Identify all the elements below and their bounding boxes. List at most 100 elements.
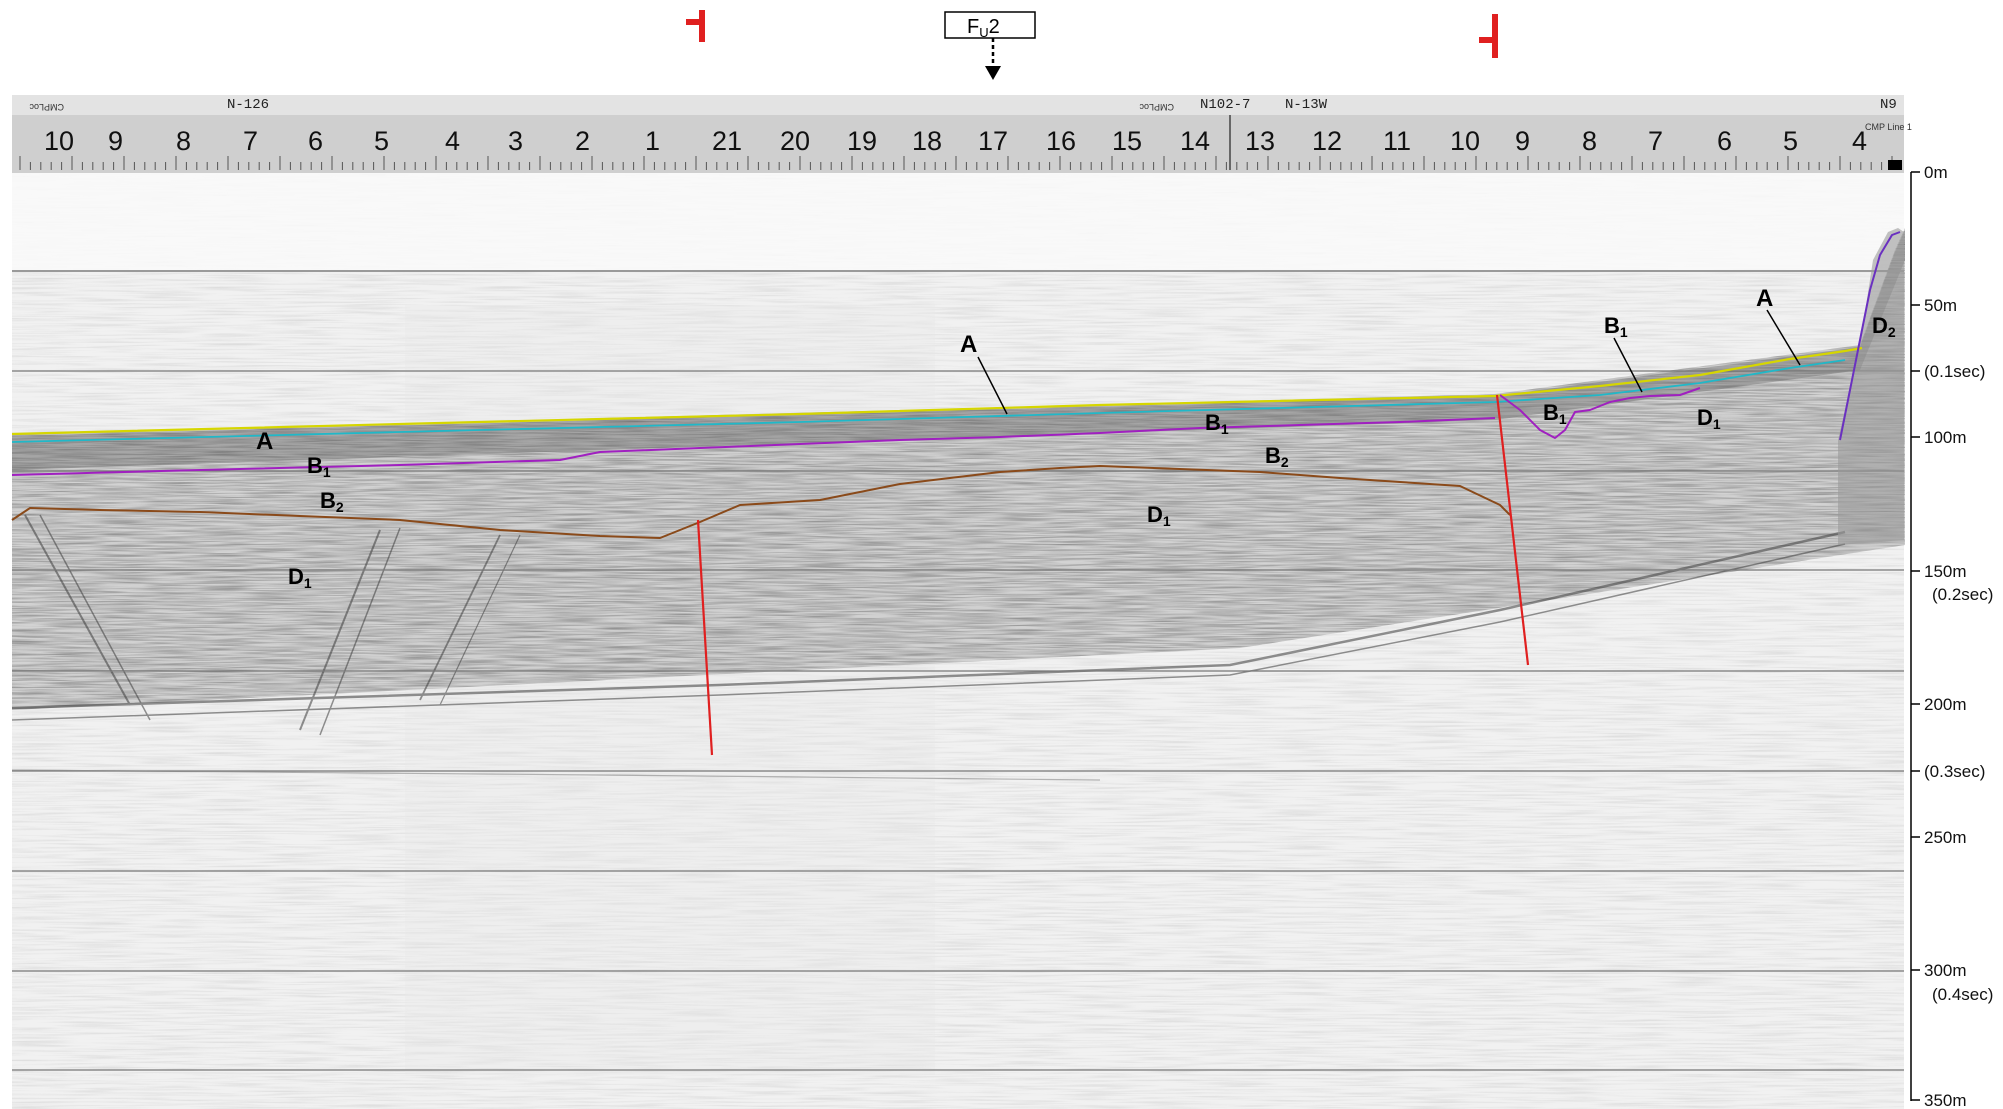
ruler-km-label: 3: [508, 126, 523, 156]
depth-ticks: [1911, 171, 1920, 1101]
depth-axis: 0m 50m (0.1sec) 100m 150m (0.2sec) 200m …: [1910, 163, 1993, 1109]
deep-reflector-3: [11, 769, 1101, 781]
leader-A-right: [1766, 309, 1801, 366]
seismic-section: [11, 172, 1905, 1109]
unit-label-A-left: A: [256, 428, 273, 455]
line-label-n126: N-126: [227, 97, 269, 113]
dipping-reflector-1: [24, 514, 131, 706]
depth-label-250m: 250m: [1924, 828, 1967, 847]
depth-label-300m: 300m: [1924, 961, 1967, 980]
unit-label-A-right: A: [1756, 285, 1773, 312]
ruler-km-label: 18: [912, 126, 942, 156]
unit-label-B1-center: B1: [1205, 410, 1229, 437]
leader-B1-right: [1613, 337, 1643, 393]
ruler-km-label: 6: [308, 126, 323, 156]
fault-line-right: [1495, 394, 1530, 666]
depth-labels: 0m 50m (0.1sec) 100m 150m (0.2sec) 200m …: [1924, 163, 1993, 1109]
deep-reflector-1: [11, 530, 1846, 710]
fault-label-box: [944, 11, 1036, 39]
unit-label-A-center: A: [960, 331, 977, 358]
unit-label-D1-left: D1: [288, 564, 312, 591]
dipping-reflector-5: [419, 534, 501, 701]
fault-markers: [686, 10, 1498, 58]
unit-label-B1-right-lower: B1: [1543, 400, 1567, 427]
ruler-km-label: 8: [176, 126, 191, 156]
cmp-label-mid: CMPLoc: [1139, 102, 1174, 112]
horizon-A-top: [11, 346, 1863, 436]
ruler-strip: [12, 95, 1904, 115]
line-label-n102-7: N102-7: [1200, 97, 1250, 113]
leader-A-center: [977, 356, 1008, 415]
depth-label-200m: 200m: [1924, 695, 1967, 714]
ruler-km-label: 6: [1717, 126, 1732, 156]
ruler-km-label: 14: [1180, 126, 1210, 156]
ruler-km-label: 4: [445, 126, 460, 156]
ruler-km-label: 19: [847, 126, 877, 156]
ruler-km-label: 5: [374, 126, 389, 156]
fault-arrow-head: [985, 66, 1001, 80]
depth-label-0m: 0m: [1924, 163, 1948, 182]
ruler-km-label: 17: [978, 126, 1008, 156]
ruler-end-mark: [1888, 160, 1902, 170]
dipping-reflector-4: [319, 527, 401, 736]
fault-marker-left: [686, 10, 705, 42]
leader-lines: [977, 309, 1801, 415]
horizons: [11, 231, 1901, 539]
top-ruler: 10 9 8 7 6 5 4 3 2 1 21 20 19 18 17 16 15 14 13 12 11 10 9 8 7 6 5…: [12, 95, 1912, 173]
horizon-D1: [11, 465, 1511, 539]
ruler-km-label: 11: [1383, 126, 1411, 156]
unit-labels: A A A B1 B2 D1 B1 B2 D1 B1 B1 D1 D2: [256, 285, 1896, 591]
time-label-02sec: (0.2sec): [1932, 585, 1993, 604]
horizon-B1-right: [1499, 387, 1701, 439]
unit-label-D1-right: D1: [1697, 405, 1721, 432]
horizon-cyan: [11, 359, 1846, 443]
unit-label-B2-left: B2: [320, 488, 344, 515]
cmp-label-left: CMPLoc: [29, 102, 64, 112]
fault-label: FU2: [944, 11, 1036, 80]
unit-label-B1-right-upper: B1: [1604, 313, 1628, 340]
ruler-km-label: 16: [1046, 126, 1076, 156]
time-label-04sec: (0.4sec): [1932, 985, 1993, 1004]
fault-marker-right: [1479, 14, 1498, 58]
ruler-km-label: 8: [1582, 126, 1597, 156]
ruler-ticks: [19, 156, 1893, 170]
deep-reflectors: [11, 514, 1846, 781]
ruler-km-label: 9: [108, 126, 123, 156]
ruler-km-label: 1: [645, 126, 660, 156]
depth-label-350m: 350m: [1924, 1091, 1967, 1109]
d2-block: [1838, 228, 1904, 545]
deep-reflector-2: [11, 543, 1846, 721]
depth-label-50m: 50m: [1924, 296, 1957, 315]
ruler-km-label: 12: [1312, 126, 1342, 156]
unit-label-B2-center: B2: [1265, 443, 1289, 470]
unit-label-D1-center: D1: [1147, 502, 1171, 529]
cmp-label-right: CMP Line 1: [1865, 122, 1912, 132]
ruler-labels: 10 9 8 7 6 5 4 3 2 1 21 20 19 18 17 16 15 14 13 12 11 10 9 8 7 6 5…: [44, 126, 1867, 156]
ruler-km-label: 20: [780, 126, 810, 156]
ruler-km-label: 9: [1515, 126, 1530, 156]
fault-line-left: [696, 519, 714, 756]
surface-reflector-band: [12, 230, 1905, 470]
horizon-B1: [11, 417, 1496, 476]
line-label-n9: N9: [1880, 97, 1897, 113]
horizon-D2-boundary: [1839, 231, 1901, 441]
fault-label-text: FU2: [967, 16, 1000, 40]
upper-pale-panel: [12, 172, 1904, 272]
ruler-km-label: 10: [44, 126, 74, 156]
ruler-km-label: 15: [1112, 126, 1142, 156]
line-label-n13w: N-13W: [1285, 97, 1328, 113]
ruler-km-label: 21: [712, 126, 742, 156]
unit-label-D2-right: D2: [1872, 313, 1896, 340]
depth-label-100m: 100m: [1924, 428, 1967, 447]
ruler-km-label: 4: [1852, 126, 1867, 156]
ruler-km-label: 5: [1783, 126, 1798, 156]
time-label-03sec: (0.3sec): [1924, 762, 1985, 781]
dipping-reflector-6: [439, 534, 521, 706]
ruler-km-label: 7: [1648, 126, 1663, 156]
dipping-reflector-3: [299, 529, 381, 731]
ruler-km-label: 7: [243, 126, 258, 156]
depth-label-150m: 150m: [1924, 562, 1967, 581]
fault-lines: [696, 394, 1530, 756]
unit-label-B1-left: B1: [307, 453, 331, 480]
